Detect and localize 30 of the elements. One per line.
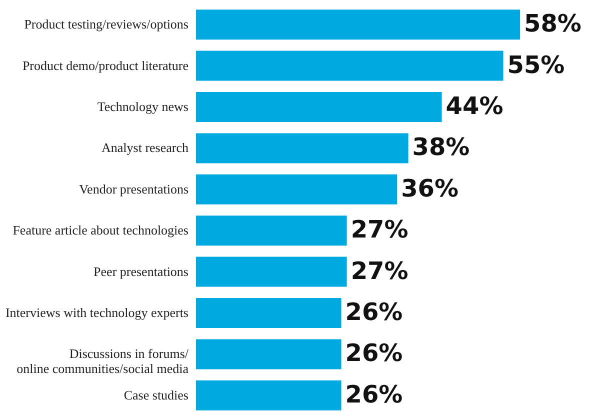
y-tick-label: Discussions in forums/ online communities/social media <box>16 346 189 376</box>
data-label: 26% <box>345 380 403 408</box>
bar <box>196 380 342 410</box>
data-label: 58% <box>524 10 582 38</box>
bar <box>196 216 347 246</box>
data-label: 55% <box>507 50 565 79</box>
y-tick-label: Peer presentations <box>94 264 188 279</box>
y-tick-label: Product testing/reviews/options <box>24 16 188 32</box>
bar <box>196 92 442 122</box>
y-tick-label: Analyst research <box>102 140 189 156</box>
data-label: 27% <box>350 216 408 244</box>
data-label: 26% <box>345 339 403 368</box>
data-label: 27% <box>350 256 408 285</box>
bar <box>196 339 342 370</box>
bar <box>196 298 342 328</box>
y-tick-label: Technology news <box>97 99 188 114</box>
y-tick-label: Feature article about technologies <box>12 222 188 238</box>
y-tick-label: Vendor presentations <box>79 181 188 196</box>
data-label: 44% <box>446 92 504 120</box>
bar <box>196 174 398 204</box>
bar <box>196 256 347 287</box>
y-tick-label: Interviews with technology experts <box>5 305 188 320</box>
y-tick-label: Case studies <box>124 387 188 402</box>
bar <box>196 133 408 164</box>
data-label: 36% <box>401 174 459 202</box>
data-label: 38% <box>412 133 470 162</box>
y-tick-label: Product demo/product literature <box>22 58 189 73</box>
bar <box>196 50 504 81</box>
data-label: 26% <box>345 298 403 326</box>
bar <box>196 10 520 40</box>
